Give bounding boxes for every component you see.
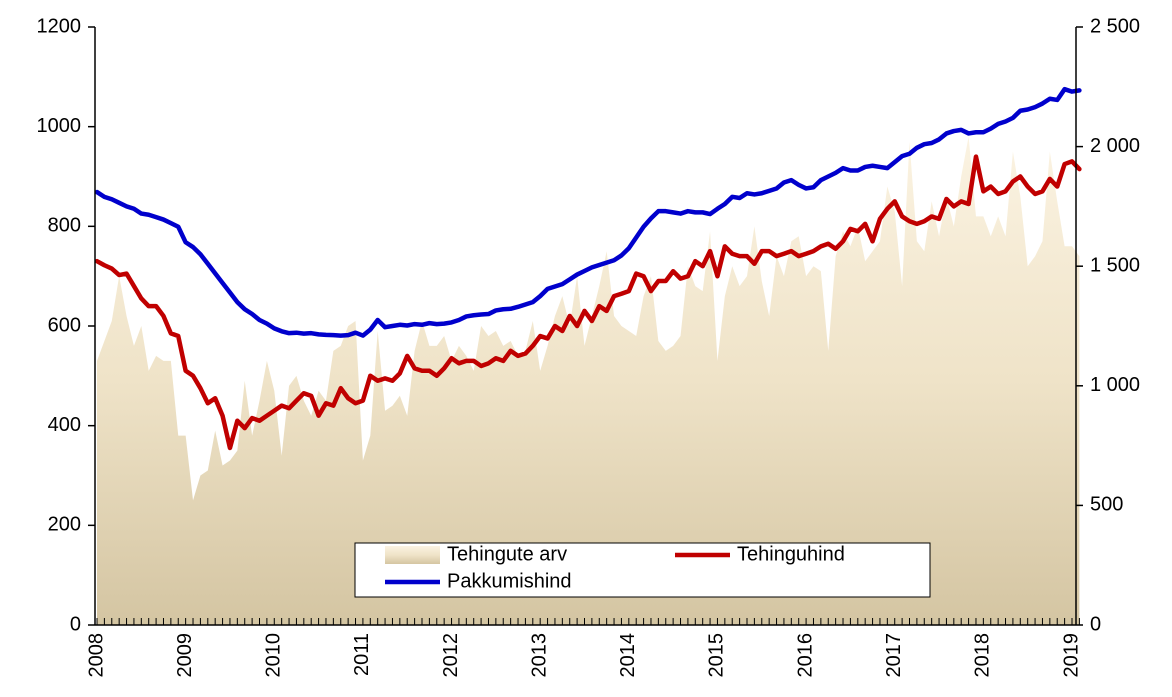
y2-tick-label: 0 [1090, 613, 1101, 635]
x-tick-label: 2010 [263, 633, 285, 678]
line [94, 154, 1082, 451]
x-tick-label: 2017 [883, 633, 905, 678]
legend-swatch [385, 546, 440, 564]
y-tick-label: 600 [48, 314, 81, 336]
legend-label: Tehingute arv [447, 543, 567, 565]
x-tick-label: 2018 [972, 633, 994, 678]
x-tick-label: 2012 [440, 633, 462, 678]
y2-tick-label: 1 000 [1090, 374, 1140, 396]
x-tick-label: 2019 [1060, 633, 1082, 678]
x-tick-label: 2015 [706, 633, 728, 678]
y2-tick-label: 1 500 [1090, 254, 1140, 276]
x-tick-label: 2011 [351, 633, 373, 676]
y-tick-label: 200 [48, 514, 81, 536]
legend-label: Tehinguhind [737, 543, 845, 565]
x-tick-label: 2008 [85, 633, 107, 678]
x-tick-label: 2009 [174, 633, 196, 678]
y-tick-label: 1000 [37, 115, 82, 137]
y-tick-label: 1200 [37, 15, 82, 37]
legend-label: Pakkumishind [447, 570, 572, 592]
y-tick-label: 800 [48, 215, 81, 237]
y2-tick-label: 2 000 [1090, 135, 1140, 157]
y-tick-label: 400 [48, 414, 81, 436]
line [94, 86, 1082, 338]
y2-tick-label: 2 500 [1090, 15, 1140, 37]
x-tick-label: 2014 [617, 633, 639, 678]
y2-tick-label: 500 [1090, 494, 1123, 516]
area [97, 136, 1080, 625]
legend-box [354, 542, 931, 598]
x-tick-label: 2013 [528, 633, 550, 678]
y-tick-label: 0 [70, 613, 81, 635]
x-tick-label: 2016 [794, 633, 816, 678]
